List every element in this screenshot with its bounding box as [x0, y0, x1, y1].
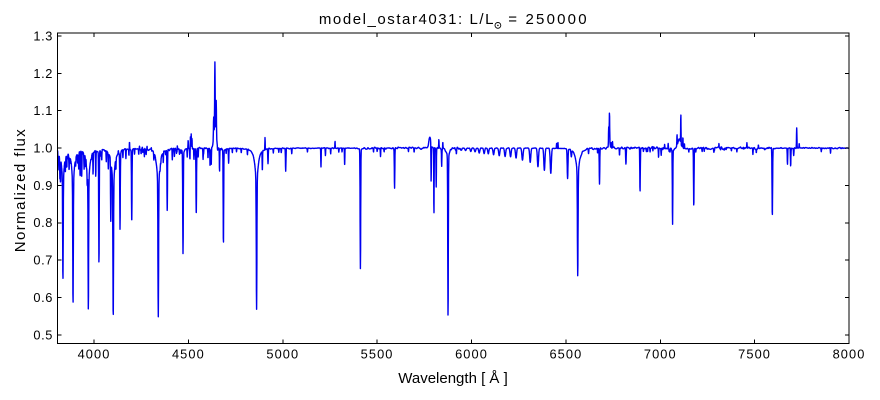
svg-text:0.6: 0.6 [33, 290, 53, 305]
svg-text:0.7: 0.7 [33, 253, 53, 268]
svg-text:Normalized flux: Normalized flux [12, 128, 29, 252]
svg-text:model_ostar4031: L/L: model_ostar4031: L/L [319, 11, 495, 28]
svg-text:1.1: 1.1 [33, 103, 53, 118]
svg-text:Wavelength [ Å ]: Wavelength [ Å ] [398, 370, 508, 387]
svg-text:0.5: 0.5 [33, 327, 53, 342]
svg-text:4000: 4000 [78, 346, 111, 361]
svg-text:1.3: 1.3 [33, 28, 53, 43]
svg-text:6500: 6500 [549, 346, 582, 361]
svg-text:5500: 5500 [361, 346, 394, 361]
svg-text:= 250000: = 250000 [508, 11, 589, 28]
svg-text:8000: 8000 [833, 346, 866, 361]
svg-text:1.0: 1.0 [33, 141, 53, 156]
svg-text:5000: 5000 [266, 346, 299, 361]
svg-text:0.9: 0.9 [33, 178, 53, 193]
svg-text:0.8: 0.8 [33, 215, 53, 230]
svg-text:6000: 6000 [455, 346, 488, 361]
svg-text:7000: 7000 [644, 346, 677, 361]
svg-text:1.2: 1.2 [33, 66, 53, 81]
svg-text:4500: 4500 [172, 346, 205, 361]
svg-text:7500: 7500 [738, 346, 771, 361]
